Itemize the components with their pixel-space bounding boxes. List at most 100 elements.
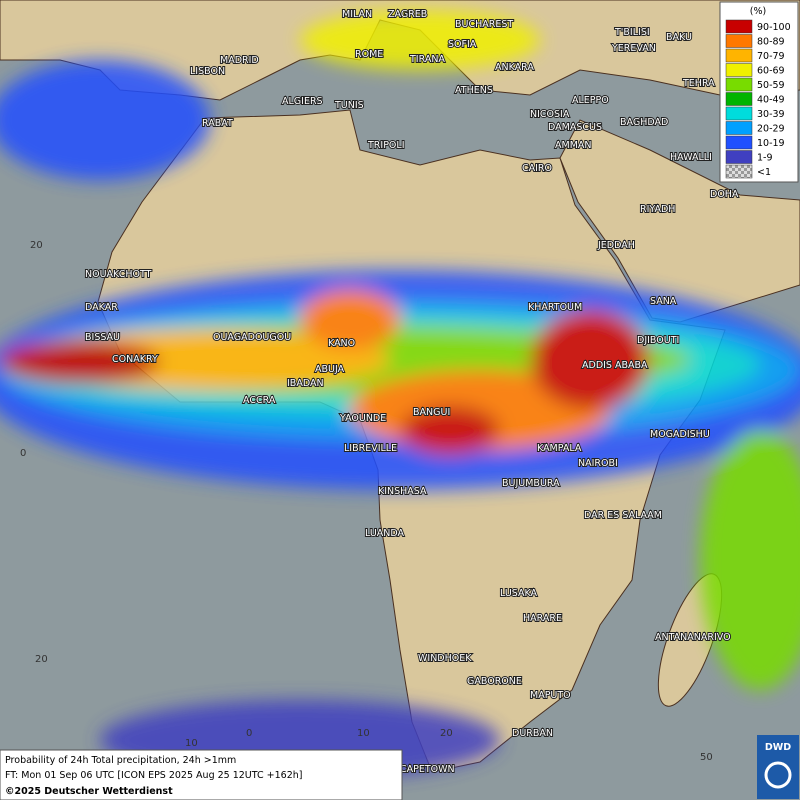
city-label: YEREVAN: [611, 43, 656, 54]
city-label: SANA: [650, 296, 677, 307]
city-label: JEDDAH: [597, 240, 635, 251]
city-label: DAR ES SALAAM: [584, 510, 662, 521]
footer: Probability of 24h Total precipitation, …: [0, 749, 403, 801]
legend-swatch: [725, 150, 753, 164]
city-label: HAWALLI: [670, 152, 712, 163]
city-label: LUSAKA: [500, 588, 538, 599]
city-labels: MILAN ZAGREB BUCHAREST T'BILISI BAKU YEREVAN T…: [84, 8, 740, 776]
city-label: TUNIS: [334, 100, 364, 111]
city-label: MOGADISHU: [650, 429, 710, 440]
city-label: LISBON: [190, 66, 225, 77]
city-label: IBADAN: [287, 378, 324, 389]
city-label: DAMASCUS: [548, 122, 602, 133]
legend-label: 1-9: [757, 153, 773, 164]
city-label: LUANDA: [365, 528, 405, 539]
legend: (%) 90-100 80-89 70-79 60-69 50-59 40-49 30-39…: [719, 1, 799, 183]
city-label: BAKU: [666, 32, 692, 43]
city-label: BISSAU: [85, 332, 120, 343]
city-label: TRIPOLI: [367, 140, 405, 151]
city-label: NICOSIA: [530, 109, 570, 120]
city-label: KHARTOUM: [528, 302, 582, 313]
legend-swatch: [725, 92, 753, 106]
legend-swatch: [725, 77, 753, 92]
city-label: ALEPPO: [572, 95, 609, 106]
city-label: BUJUMBURA: [502, 478, 560, 489]
city-label: RABAT: [202, 118, 233, 129]
city-label: MAPUTO: [530, 690, 571, 701]
city-label: BAGHDAD: [620, 117, 668, 128]
city-label: KAMPALA: [537, 443, 582, 454]
city-label: DAKAR: [85, 302, 118, 313]
city-label: KINSHASA: [378, 486, 427, 497]
city-label: ABUJA: [315, 364, 345, 375]
legend-label: 40-49: [757, 95, 785, 106]
logo: DWD: [757, 735, 799, 799]
city-label: TIRANA: [409, 54, 445, 65]
city-label: BANGUI: [413, 407, 450, 418]
city-label: WINDHOEK: [418, 653, 472, 664]
city-label: ZAGREB: [388, 9, 427, 20]
city-label: ATHENS: [455, 85, 493, 96]
city-label: KANO: [328, 338, 355, 349]
legend-swatch: [725, 135, 753, 150]
legend-label: 30-39: [757, 109, 785, 120]
city-label: T'BILISI: [614, 27, 650, 38]
grid-label: 50: [700, 752, 713, 763]
city-label: ACCRA: [243, 395, 276, 406]
city-label: ANTANANARIVO: [655, 632, 731, 643]
legend-swatch: [725, 164, 753, 179]
precipitation: [0, 10, 800, 780]
legend-label: 70-79: [757, 51, 785, 62]
city-label: DURBAN: [512, 728, 553, 739]
legend-label: 60-69: [757, 66, 785, 77]
city-label: TEHRA: [682, 78, 715, 89]
grid-label: 20: [35, 654, 48, 665]
legend-label: 20-29: [757, 124, 785, 135]
legend-label: 10-19: [757, 138, 785, 149]
grid-label: 20: [440, 728, 453, 739]
legend-swatch: [725, 19, 753, 34]
grid-label: 0: [20, 448, 26, 459]
city-label: ADDIS ABABA: [582, 360, 648, 371]
city-label: ANKARA: [495, 62, 534, 73]
logo-icon: [764, 761, 792, 789]
city-label: ALGIERS: [282, 96, 323, 107]
footer-box: [0, 749, 403, 801]
city-label: BUCHAREST: [455, 19, 513, 30]
city-label: RIYADH: [640, 204, 675, 215]
grid-label: 10: [185, 738, 198, 749]
grid-label: 0: [246, 728, 252, 739]
city-label: SOFIA: [448, 39, 477, 50]
city-label: MILAN: [342, 9, 372, 20]
grid-label: 20: [30, 240, 43, 251]
city-label: CAIRO: [522, 163, 552, 174]
footer-line: Probability of 24h Total precipitation, …: [5, 755, 236, 766]
legend-swatch: [725, 63, 753, 77]
logo-text: DWD: [765, 742, 791, 753]
legend-label: 90-100: [757, 22, 791, 33]
city-label: OUAGADOUGOU: [213, 332, 291, 343]
legend-label: 80-89: [757, 37, 785, 48]
city-label: YAOUNDE: [339, 413, 386, 424]
city-label: AMMAN: [555, 140, 592, 151]
city-label: DJIBOUTI: [637, 335, 679, 346]
city-label: DOHA: [710, 189, 739, 200]
legend-swatch: [725, 34, 753, 48]
legend-swatch: [725, 48, 753, 63]
legend-label: <1: [757, 167, 771, 178]
city-label: ROME: [355, 49, 383, 60]
city-label: NAIROBI: [578, 458, 618, 469]
city-label: MADRID: [220, 55, 259, 66]
legend-title: (%): [750, 6, 766, 17]
grid-label: 10: [357, 728, 370, 739]
city-label: HARARE: [523, 613, 562, 624]
footer-line: FT: Mon 01 Sep 06 UTC [ICON EPS 2025 Aug…: [5, 770, 302, 781]
footer-line: ©2025 Deutscher Wetterdienst: [5, 786, 173, 797]
legend-swatch: [725, 106, 753, 121]
grid-labels: 20 0 20 10 0 10 20 50: [20, 240, 713, 763]
city-label: CAPETOWN: [400, 764, 455, 775]
city-label: LIBREVILLE: [344, 443, 397, 454]
city-label: GABORONE: [467, 676, 522, 687]
city-label: CONAKRY: [112, 354, 158, 365]
